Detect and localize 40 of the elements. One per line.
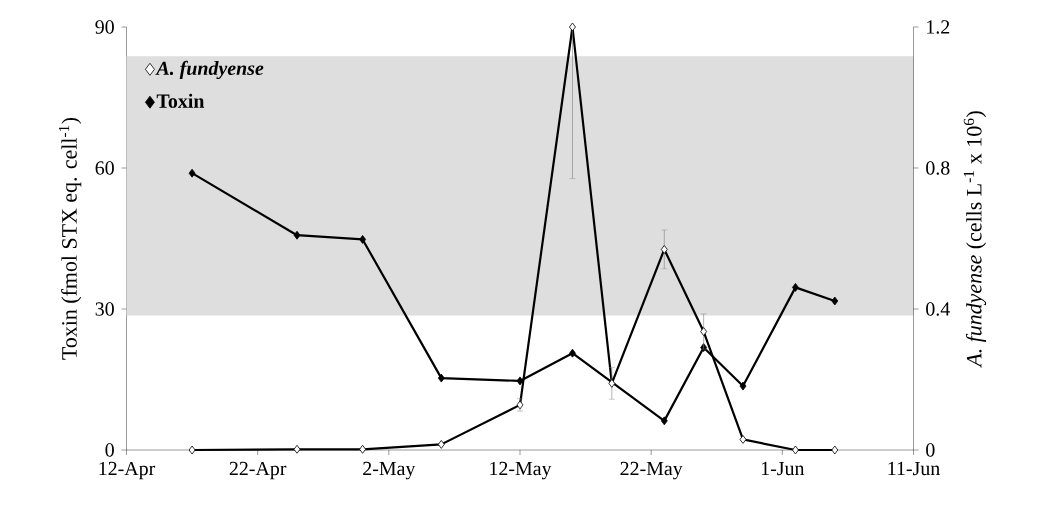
x-tick-label: 12-Apr — [99, 461, 156, 480]
point — [569, 348, 576, 358]
point — [831, 445, 839, 455]
y2-tick-label: 1.2 — [927, 20, 950, 34]
point — [293, 444, 301, 454]
point — [188, 168, 196, 178]
point — [188, 445, 196, 455]
legend-label: Toxin — [156, 93, 205, 108]
point — [608, 378, 616, 388]
point — [359, 235, 366, 244]
y2-tick-label: 0.4 — [926, 302, 950, 316]
x-tick-label: 11-Jun — [888, 461, 940, 476]
y2-tick-label: 0.8 — [926, 161, 950, 175]
point — [739, 435, 747, 444]
x-tick-label: 22-May — [620, 461, 683, 480]
point — [660, 245, 668, 254]
y-tick-label: 0 — [105, 443, 114, 457]
point — [437, 373, 445, 383]
point — [700, 327, 708, 336]
point — [739, 381, 747, 391]
point — [293, 230, 301, 240]
point — [660, 416, 668, 426]
y2-tick-label: 0 — [926, 443, 935, 457]
point — [569, 22, 576, 32]
y-tick-label: 60 — [95, 161, 114, 175]
point — [437, 439, 445, 449]
x-tick-label: 22-Apr — [229, 461, 287, 480]
y-axis-title: Toxin (fmol STX eq. cell$^{-1}$) — [58, 117, 82, 360]
point — [516, 376, 524, 386]
x-tick-label: 2-May — [363, 461, 416, 480]
point — [359, 444, 366, 454]
x-tick-label: 1-Jun — [761, 461, 805, 476]
legend-label: A. fundyense — [155, 60, 264, 80]
x-tick-label: 12-May — [490, 461, 552, 480]
point — [831, 296, 839, 306]
point — [792, 445, 799, 455]
y-tick-label: 30 — [95, 302, 114, 316]
point — [792, 282, 799, 292]
y-tick-label: 90 — [95, 20, 114, 34]
y2-axis-title: A. fundyense (cells L$^{-1}$ x 10$^{6}$) — [963, 111, 987, 368]
